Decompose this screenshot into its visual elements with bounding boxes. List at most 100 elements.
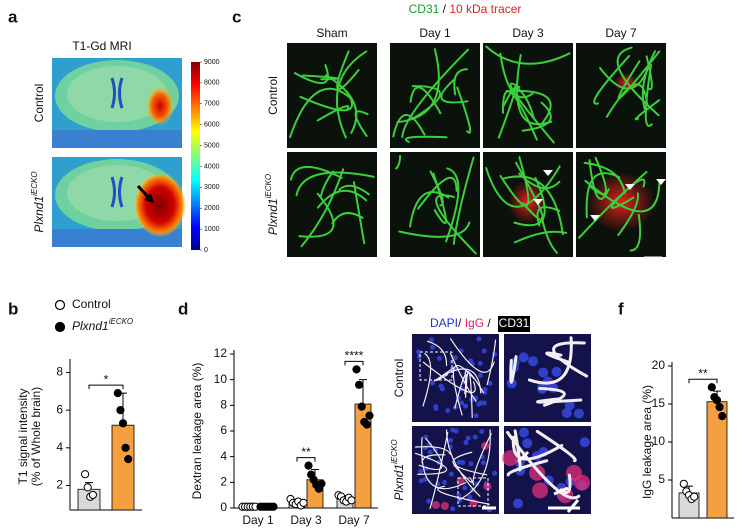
- nucleus: [450, 506, 456, 512]
- panel-letter: f: [618, 299, 624, 318]
- panel-header: DAPI/ IgG /: [430, 316, 491, 330]
- micrograph: [287, 152, 377, 257]
- column-label: Day 7: [605, 26, 637, 40]
- data-point: [121, 443, 130, 452]
- vessel: [421, 437, 467, 490]
- vessel: [506, 459, 549, 477]
- nucleus: [418, 468, 424, 474]
- colorbar-tick-label: 2000: [204, 205, 220, 212]
- nucleus: [422, 445, 428, 451]
- colorbar-tick-label: 4000: [204, 163, 220, 170]
- mri-lesion: [134, 173, 186, 237]
- vessel: [641, 50, 657, 113]
- nucleus: [482, 387, 488, 393]
- vessel: [599, 67, 649, 90]
- nucleus: [450, 427, 456, 433]
- data-point: [715, 402, 724, 412]
- significance-label: *: [104, 372, 109, 386]
- nucleus: [456, 459, 462, 465]
- nucleus: [416, 354, 422, 360]
- data-point: [113, 389, 122, 398]
- arrow: [566, 499, 580, 513]
- igg-signal: [574, 474, 591, 491]
- nucleus: [476, 336, 482, 342]
- y-tick-label: 6: [220, 423, 227, 437]
- data-point: [352, 365, 361, 374]
- legend-text: Control: [72, 297, 111, 311]
- vessel: [324, 74, 358, 134]
- vessel: [409, 191, 450, 228]
- vessel: [352, 181, 366, 245]
- nucleus: [579, 437, 590, 448]
- vessel: [511, 435, 564, 461]
- vessel: [414, 446, 451, 455]
- nucleus: [513, 498, 524, 509]
- arrow: [516, 450, 530, 464]
- nucleus: [448, 471, 454, 477]
- nucleus: [427, 442, 433, 448]
- nucleus: [460, 460, 466, 466]
- vessel: [456, 86, 472, 134]
- header-part: /: [484, 316, 491, 330]
- arrowhead: [656, 179, 666, 185]
- colorbar-tick-label: 0: [204, 247, 208, 254]
- data-point: [269, 502, 278, 511]
- vessel: [452, 451, 488, 476]
- colorbar-tick-label: 9000: [204, 59, 220, 66]
- row-label-text: Control: [392, 359, 406, 398]
- vessel: [593, 54, 631, 105]
- vessel: [453, 464, 473, 484]
- nucleus: [487, 380, 493, 386]
- vessel: [588, 159, 610, 200]
- legend-marker: [54, 299, 66, 311]
- column-label: Day 3: [512, 26, 544, 40]
- mri-base: [52, 130, 182, 148]
- vessel: [513, 176, 546, 227]
- vessel: [502, 175, 564, 236]
- row-label: Control: [266, 76, 280, 115]
- data-point: [83, 483, 92, 492]
- significance-bracket: [344, 360, 364, 366]
- nucleus: [462, 485, 468, 491]
- data-point: [124, 455, 133, 464]
- row-label-text: Plxnd1: [266, 198, 280, 235]
- vessel: [316, 189, 368, 209]
- y-tick-label: 2: [220, 475, 227, 489]
- row-label: Control: [392, 359, 406, 398]
- vessel: [440, 78, 469, 104]
- panel-letter: a: [8, 7, 18, 26]
- vessel: [634, 99, 661, 121]
- vessel: [535, 429, 577, 463]
- header-part: IgG: [465, 316, 484, 330]
- vessel: [644, 63, 653, 127]
- nucleus: [480, 460, 486, 466]
- header-part: DAPI: [430, 316, 458, 330]
- nucleus: [452, 355, 458, 361]
- y-axis-label: T1 signal intensity: [16, 388, 30, 484]
- significance-bracket: [88, 384, 124, 390]
- vessel: [289, 166, 343, 181]
- nucleus: [418, 478, 424, 484]
- nucleus: [465, 435, 471, 441]
- arrowhead: [533, 199, 543, 205]
- y-axis-label: (% of Whole brain): [29, 387, 43, 486]
- vessel: [540, 216, 558, 254]
- vessel: [392, 114, 426, 138]
- colorbar-tick-label: 7000: [204, 101, 220, 108]
- nucleus: [522, 438, 533, 449]
- nucleus: [573, 408, 584, 419]
- y-tick-label: 20: [652, 358, 666, 372]
- x-tick-label: Day 3: [290, 513, 322, 527]
- vessel: [505, 89, 552, 124]
- nucleus: [447, 437, 453, 443]
- nucleus: [428, 337, 434, 343]
- igg-signal: [431, 501, 440, 510]
- vessel: [518, 172, 561, 190]
- nucleus: [481, 400, 487, 406]
- colorbar-tick-label: 5000: [204, 142, 220, 149]
- row-label-text: Plxnd1: [392, 464, 406, 501]
- y-tick-label: 10: [214, 372, 228, 386]
- legend-marker: [54, 321, 66, 333]
- vessel: [409, 86, 442, 115]
